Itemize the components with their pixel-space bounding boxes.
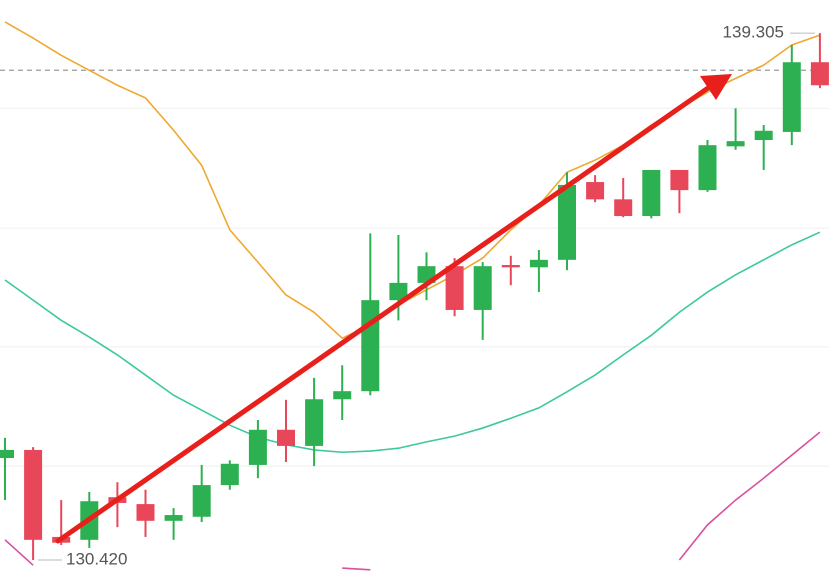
high-label: 139.305: [723, 23, 784, 42]
candle-body: [558, 184, 576, 260]
overlay-line: [4, 431, 821, 571]
candle-body: [642, 169, 661, 217]
candle-body: [670, 169, 689, 191]
overlay-line: [4, 21, 821, 340]
candle-body: [501, 265, 520, 268]
candle-body: [333, 391, 352, 400]
candle-body: [24, 449, 43, 540]
candle-body: [164, 515, 183, 521]
candle-body: [473, 266, 492, 310]
candle-body: [782, 62, 801, 132]
candle-body: [810, 62, 829, 86]
candle-body: [614, 199, 633, 217]
grid: [0, 69, 829, 467]
overlay-line: [4, 231, 821, 454]
candle-body: [445, 266, 464, 310]
labels: 139.305 130.420: [38, 23, 815, 568]
candle-body: [248, 429, 267, 465]
candle-body: [754, 130, 773, 140]
candle-body: [586, 182, 605, 200]
candle-body: [698, 145, 717, 191]
trend-arrow: [55, 74, 732, 544]
candle-body: [389, 282, 408, 301]
candle-body: [361, 300, 380, 392]
candle-body: [192, 485, 211, 517]
candle-body: [136, 504, 155, 521]
candle-body: [305, 399, 324, 446]
candle-body: [529, 259, 548, 268]
candles: [0, 33, 829, 560]
low-label: 130.420: [66, 549, 127, 568]
candle-body: [220, 463, 239, 486]
candle-body: [726, 141, 745, 147]
candle-body: [0, 449, 14, 459]
candle-body: [277, 429, 295, 446]
